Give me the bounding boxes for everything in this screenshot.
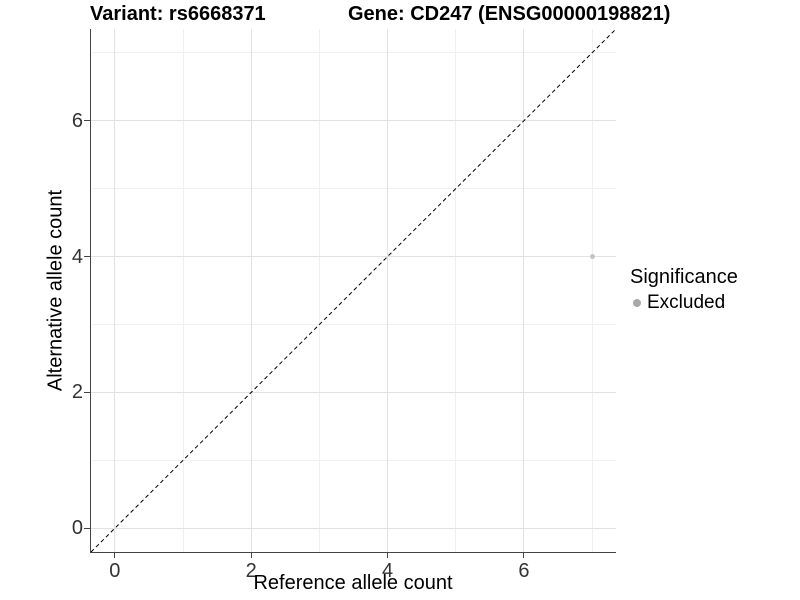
data-point [589, 254, 595, 260]
plot-title-gene: Gene: CD247 (ENSG00000198821) [348, 3, 671, 25]
legend-point-icon [633, 299, 641, 307]
gridline-minor-y [91, 459, 616, 461]
y-tick-mark [84, 527, 90, 529]
legend-item-label: Excluded [647, 292, 726, 313]
gridline-major-y [91, 120, 616, 122]
y-tick-mark [84, 391, 90, 393]
gridline-minor-y [91, 188, 616, 190]
y-tick-label: 4 [71, 245, 83, 268]
gridline-minor-x [182, 29, 184, 552]
gridline-major-y [91, 256, 616, 258]
legend: Significance Excluded [630, 266, 738, 314]
x-tick-label: 2 [245, 560, 257, 582]
legend-title: Significance [630, 266, 738, 288]
gridline-major-x [387, 29, 389, 552]
gridline-minor-y [91, 323, 616, 325]
gridline-major-y [91, 391, 616, 393]
gridline-major-x [523, 29, 525, 552]
y-tick-mark [84, 256, 90, 258]
gridline-minor-x [318, 29, 320, 552]
x-tick-mark [114, 552, 116, 558]
y-tick-label: 2 [71, 381, 83, 404]
x-tick-label: 6 [518, 560, 530, 582]
x-tick-label: 4 [382, 560, 394, 582]
gridline-minor-x [455, 29, 457, 552]
x-tick-mark [523, 552, 525, 558]
plot-panel: 0 2 4 6 0 2 4 6 [72, 28, 617, 582]
y-tick-label: 0 [71, 517, 83, 540]
identity-line [90, 28, 617, 553]
legend-item-excluded: Excluded [630, 292, 738, 314]
gridline-minor-y [91, 52, 616, 54]
y-tick-label: 6 [71, 109, 83, 132]
y-tick-mark [84, 120, 90, 122]
x-axis-title: Reference allele count [253, 572, 453, 594]
plot-title-variant: Variant: rs6668371 [90, 3, 266, 25]
x-tick-mark [250, 552, 252, 558]
x-tick-label: 0 [109, 560, 121, 582]
x-tick-mark [387, 552, 389, 558]
gridline-minor-x [591, 29, 593, 552]
gridline-major-y [91, 527, 616, 529]
gridline-major-x [250, 29, 252, 552]
gridline-major-x [114, 29, 116, 552]
